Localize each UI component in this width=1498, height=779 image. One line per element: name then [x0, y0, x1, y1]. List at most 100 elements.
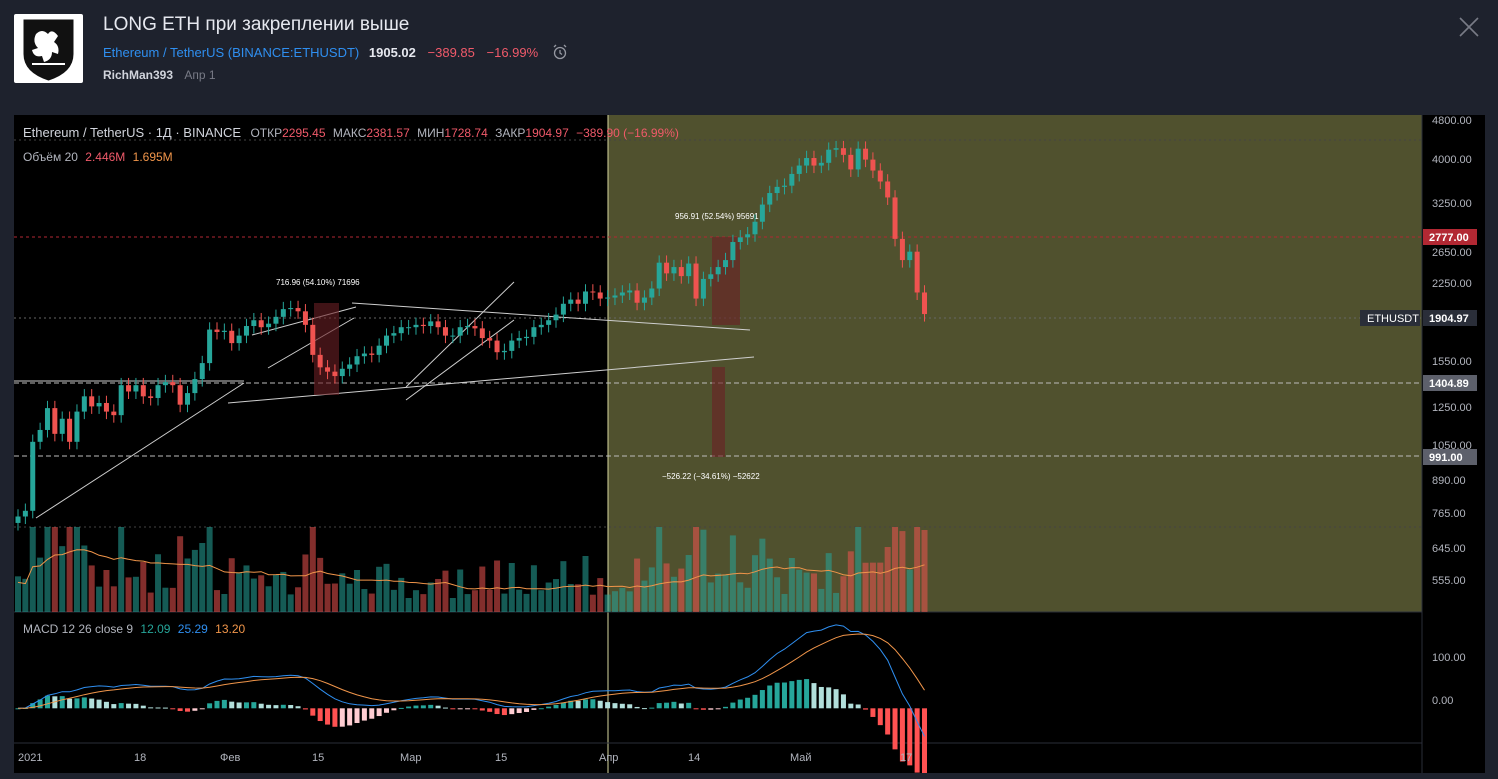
- author-name[interactable]: RichMan393: [103, 68, 174, 82]
- candle-body: [892, 197, 898, 239]
- macd-histogram-bar: [487, 708, 493, 712]
- measure-label-1: 716.96 (54.10%) 71696: [276, 278, 360, 287]
- macd-histogram-bar: [30, 703, 36, 709]
- macd-histogram-bar: [126, 703, 132, 709]
- candle-body: [560, 303, 566, 315]
- time-axis[interactable]: 2021 18 Фев 15 Мар 15 Апр 14 Май 17: [18, 752, 912, 764]
- volume-bar: [324, 583, 331, 612]
- volume-bar: [892, 527, 899, 612]
- legend-delta: −389.90 (−16.99%): [576, 126, 679, 140]
- macd-histogram-bar: [170, 708, 176, 710]
- candle-body: [288, 308, 294, 310]
- candle-body: [155, 385, 161, 398]
- macd-legend-macd: 25.29: [177, 622, 208, 636]
- close-icon[interactable]: [1458, 16, 1480, 38]
- candle-body: [700, 278, 706, 299]
- candle-body: [148, 396, 154, 398]
- volume-bar: [221, 594, 228, 612]
- macd-histogram-bar: [804, 679, 810, 709]
- macd-histogram-bar: [634, 706, 640, 709]
- measure-box-2[interactable]: [712, 237, 740, 325]
- author-avatar[interactable]: [14, 14, 83, 83]
- candle-body: [391, 333, 397, 336]
- candle-body: [664, 262, 670, 274]
- volume-bar: [250, 578, 257, 612]
- candle-body: [612, 295, 618, 298]
- candle-body: [634, 290, 640, 303]
- trendline-1[interactable]: [35, 382, 245, 519]
- support-1-label: 1404.89: [1429, 378, 1469, 390]
- macd-histogram-bar: [361, 708, 367, 721]
- candle-body: [133, 385, 139, 392]
- macd-histogram-bar: [118, 703, 124, 709]
- candle-body: [81, 396, 87, 412]
- macd-histogram-bar: [833, 689, 839, 709]
- channel-2-bottom[interactable]: [405, 319, 515, 401]
- volume-bar: [15, 576, 21, 612]
- candle-body: [413, 324, 419, 328]
- volume-bar: [611, 591, 618, 612]
- volume-bar: [29, 527, 36, 612]
- volume-bar: [545, 582, 552, 612]
- volume-bar: [412, 590, 419, 612]
- macd-histogram-bar: [111, 704, 117, 709]
- symbol-name-link[interactable]: Ethereum / TetherUS: [103, 45, 225, 60]
- candle-body: [774, 186, 780, 194]
- time-tick: Май: [790, 752, 812, 764]
- macd-histogram-bar: [74, 698, 80, 709]
- volume-bar: [155, 554, 162, 612]
- time-tick: 14: [688, 752, 700, 764]
- volume-bar: [22, 578, 29, 612]
- volume-bar: [199, 543, 206, 612]
- candle-body: [111, 411, 117, 416]
- macd-histogram-bar: [221, 699, 227, 709]
- idea-title: LONG ETH при закреплении выше: [103, 14, 410, 35]
- volume-bar: [847, 551, 854, 612]
- symbol-ticker-link[interactable]: (BINANCE:ETHUSDT): [227, 45, 360, 60]
- volume-bar: [818, 588, 825, 612]
- volume-bar: [420, 594, 427, 612]
- candle-body: [15, 516, 21, 523]
- price-axis[interactable]: 4800.00 4000.00 3250.00 2650.00 2250.00 …: [1432, 115, 1472, 707]
- candle-body: [192, 379, 198, 394]
- macd-histogram-bar: [192, 708, 198, 711]
- candle-body: [177, 385, 183, 405]
- macd-histogram-bar: [133, 703, 139, 709]
- volume-bar: [810, 573, 817, 612]
- macd-histogram-bar: [450, 708, 456, 710]
- legend-open: 2295.45: [282, 126, 326, 140]
- candle-body: [221, 330, 227, 332]
- candle-body: [818, 162, 824, 166]
- macd-legend[interactable]: MACD 12 26 close 9 12.09 25.29 13.20: [23, 622, 245, 636]
- candle-body: [302, 311, 308, 325]
- macd-line: [17, 624, 925, 737]
- price-tick: 890.00: [1432, 475, 1466, 487]
- macd-histogram-bar: [686, 702, 692, 709]
- volume-bar: [295, 587, 302, 612]
- macd-histogram-bar: [546, 706, 552, 709]
- volume-bar: [236, 572, 243, 612]
- volume-bar: [663, 563, 670, 612]
- alarm-clock-icon[interactable]: [552, 44, 568, 60]
- candle-body: [52, 408, 58, 434]
- price-chart[interactable]: 716.96 (54.10%) 71696 956.91 (52.54%) 95…: [14, 115, 1485, 773]
- measure-box-3[interactable]: [712, 367, 725, 457]
- symbol-label: ETHUSDT: [1367, 313, 1419, 325]
- macd-histogram-bar: [442, 707, 448, 709]
- macd-histogram-bar: [472, 708, 478, 710]
- triangle-upper-line[interactable]: [351, 302, 751, 331]
- volume-bar: [191, 549, 198, 612]
- volume-bar: [884, 547, 891, 612]
- candles-layer: [15, 140, 928, 531]
- macd-histogram-bar: [280, 704, 286, 709]
- triangle-lower-line[interactable]: [227, 356, 755, 404]
- time-tick: 15: [312, 752, 324, 764]
- volume-bar: [840, 576, 847, 612]
- symbol-ticker: BINANCE:ETHUSDT: [232, 45, 355, 60]
- candle-body: [826, 149, 832, 163]
- chart-container[interactable]: 716.96 (54.10%) 71696 956.91 (52.54%) 95…: [14, 115, 1485, 773]
- candle-body: [89, 396, 95, 407]
- candle-body: [804, 158, 810, 166]
- volume-legend[interactable]: Объём 20 2.446M 1.695M: [23, 150, 173, 164]
- main-legend[interactable]: Ethereum / TetherUS · 1Д · BINANCE ОТКР2…: [23, 125, 679, 140]
